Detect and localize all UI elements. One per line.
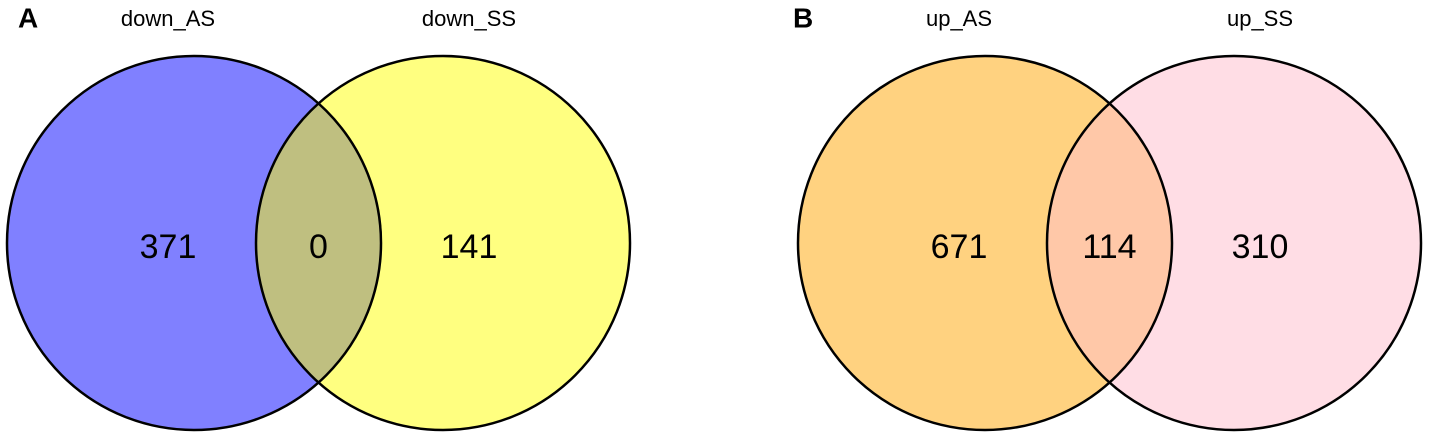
- panel-label: A: [18, 2, 38, 33]
- region-count: 0: [309, 228, 328, 266]
- overlap: [1047, 56, 1172, 430]
- set-name: up_AS: [926, 6, 992, 31]
- set-name: down_SS: [422, 6, 516, 31]
- region-count: 114: [1082, 228, 1136, 266]
- set-outline: [1045, 54, 1423, 432]
- set-outline: [254, 54, 632, 432]
- region-count: 371: [140, 228, 197, 266]
- region-count: 671: [931, 228, 988, 266]
- region-count: 310: [1232, 228, 1289, 266]
- set-name: up_SS: [1227, 6, 1293, 31]
- set-name: down_AS: [121, 6, 215, 31]
- set-outline: [796, 54, 1174, 432]
- overlap: [256, 56, 381, 430]
- set-outline: [5, 54, 383, 432]
- region-count: 141: [441, 228, 498, 266]
- panel-label: B: [793, 2, 813, 33]
